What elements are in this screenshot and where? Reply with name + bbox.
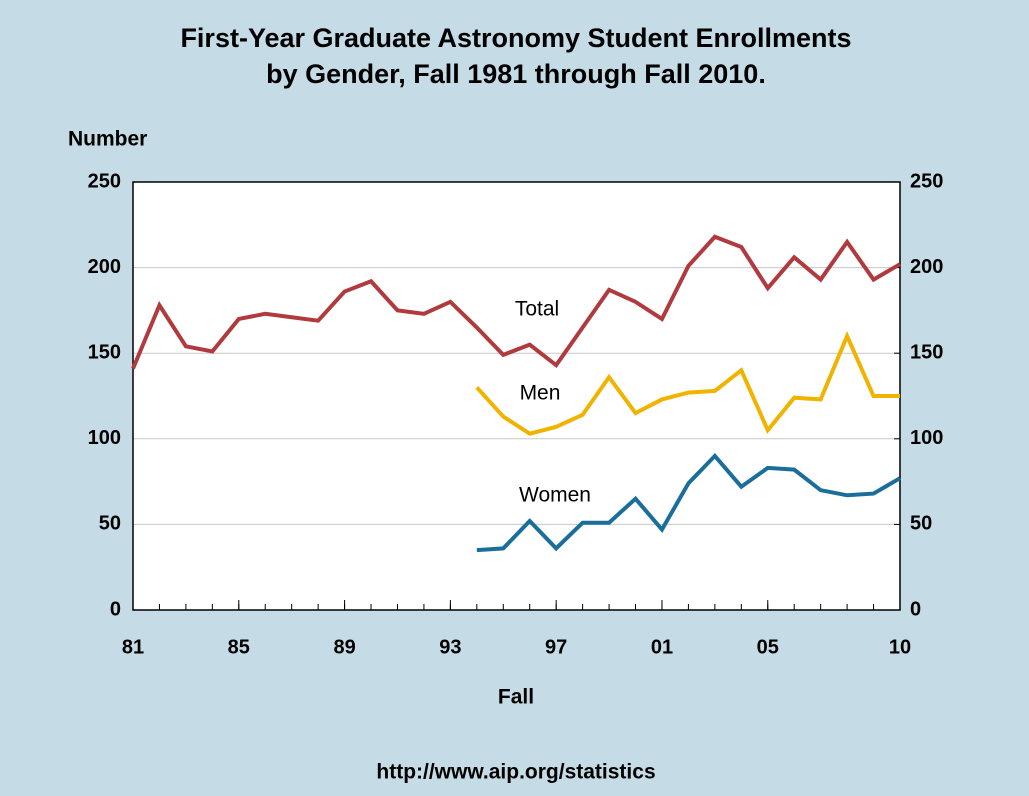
chart-title: First-Year Graduate Astronomy Student En… xyxy=(180,23,851,53)
x-tick-label: 10 xyxy=(889,636,911,658)
y-axis-label: Number xyxy=(68,128,147,151)
x-tick-label: 89 xyxy=(333,636,355,658)
x-tick-label: 05 xyxy=(757,636,779,658)
series-label: Women xyxy=(519,484,591,507)
y-tick-label: 250 xyxy=(88,170,121,192)
y-tick-label: 200 xyxy=(88,256,121,278)
chart-subtitle: by Gender, Fall 1981 through Fall 2010. xyxy=(266,59,766,89)
series-label: Men xyxy=(520,382,561,405)
y2-tick-label: 50 xyxy=(910,513,932,535)
y-tick-label: 150 xyxy=(88,341,121,363)
source: http://www.aip.org/statistics xyxy=(376,761,655,784)
y2-tick-label: 250 xyxy=(910,170,943,192)
y-tick-label: 100 xyxy=(88,427,121,449)
series-line xyxy=(476,452,902,553)
series-label: Total xyxy=(515,298,559,321)
y2-tick-label: 150 xyxy=(910,341,943,363)
y2-tick-label: 0 xyxy=(910,598,921,620)
y2-tick-label: 100 xyxy=(910,427,943,449)
y-tick-label: 0 xyxy=(110,598,121,620)
x-tick-label: 85 xyxy=(228,636,250,658)
x-tick-label: 97 xyxy=(545,636,567,658)
x-tick-label: 01 xyxy=(651,636,673,658)
series-line xyxy=(475,331,900,436)
x-tick-label: 81 xyxy=(122,636,144,658)
plot-area xyxy=(133,182,900,610)
y2-tick-label: 200 xyxy=(910,256,943,278)
y-tick-label: 50 xyxy=(99,513,121,535)
series-line xyxy=(131,234,902,370)
x-tick-label: 93 xyxy=(439,636,461,658)
x-axis-label: Fall xyxy=(498,686,534,709)
